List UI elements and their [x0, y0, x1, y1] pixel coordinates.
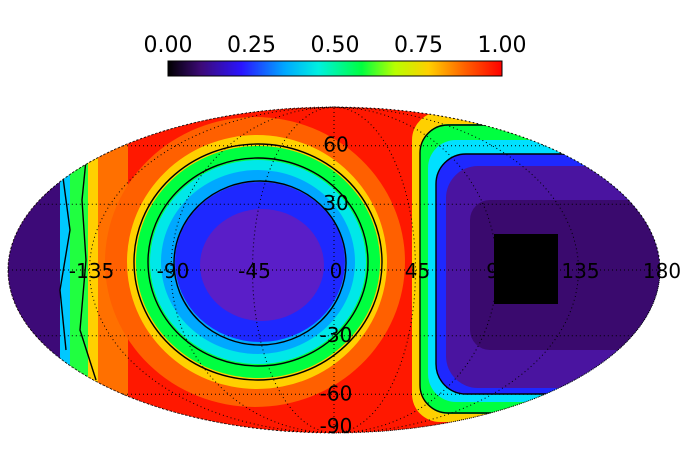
map-border [7, 106, 661, 434]
latitude-label: -60 [320, 381, 353, 405]
map: -135 -90 -45 0 45 90 135 180 60 30 -30 -60 -90 [7, 106, 681, 438]
colorbar: 0.00 0.25 0.50 0.75 1.00 [144, 33, 527, 77]
colorbar-tick-label: 0.50 [311, 33, 360, 58]
contour-center-outer [133, 143, 383, 381]
graticule [7, 106, 661, 434]
longitude-label: 180 [643, 259, 681, 283]
latitude-label: 60 [323, 133, 348, 157]
longitude-label: -45 [238, 259, 271, 283]
colorbar-tick-label: 0.00 [144, 33, 193, 58]
longitude-label: -90 [157, 259, 190, 283]
contour-left-outer [79, 139, 97, 381]
colorbar-tick-label: 0.25 [227, 33, 276, 58]
longitude-label: 90 [486, 259, 511, 283]
field-right-minimum [494, 234, 558, 304]
contour-center-mid [147, 157, 369, 367]
colorbar-tick-label: 0.75 [394, 33, 443, 58]
latitude-label: -90 [320, 414, 353, 438]
longitude-label: -135 [69, 259, 114, 283]
contour-center-inner [173, 180, 347, 346]
colorbar-tick-label: 1.00 [478, 33, 527, 58]
latitude-label: 30 [323, 191, 348, 215]
contour-left-inner [59, 169, 71, 351]
longitude-label: 135 [561, 259, 599, 283]
longitude-label: 45 [405, 259, 430, 283]
graticule-lines [7, 106, 661, 434]
field-center-purple [200, 209, 324, 321]
colorbar-gradient [167, 60, 503, 77]
latitude-label: -30 [320, 323, 353, 347]
longitude-label: 0 [330, 259, 343, 283]
